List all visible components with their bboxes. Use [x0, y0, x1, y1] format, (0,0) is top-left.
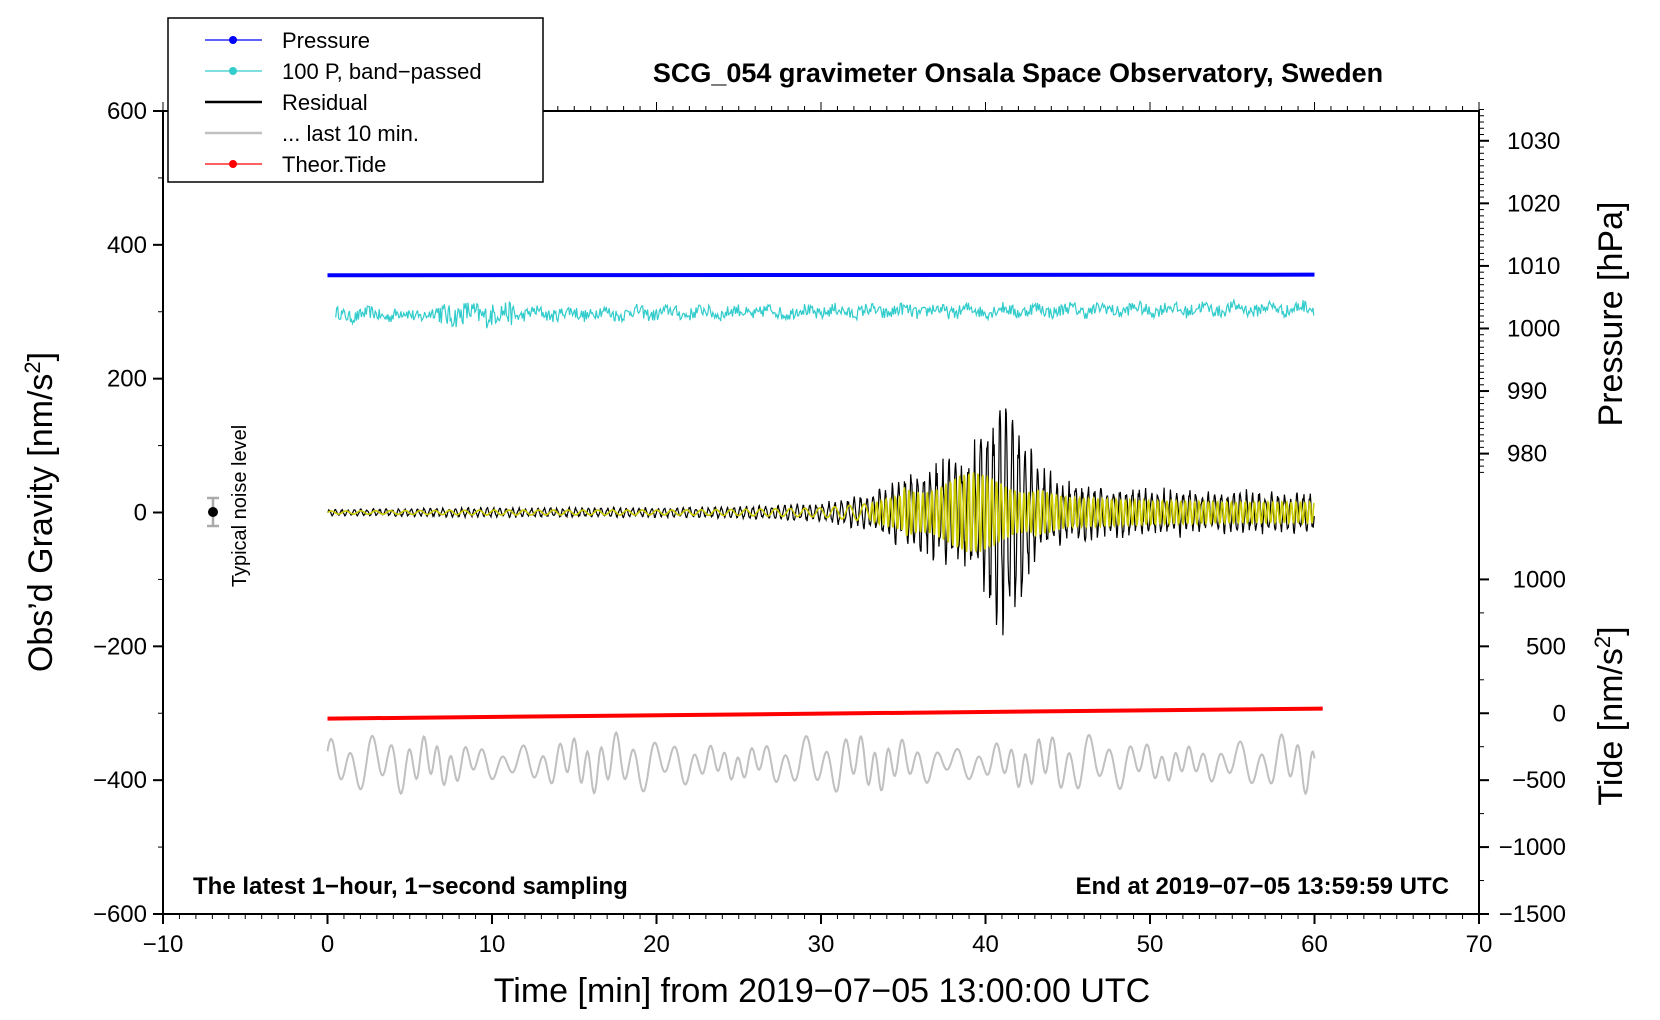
x-tick-label: 10 [479, 931, 506, 958]
pressure-axis-ticks: 980 990 1000 1010 1020 1030 [1479, 108, 1560, 473]
legend: Pressure 100 P, band−passed Residual ... la… [167, 17, 544, 183]
x-tick-label: 40 [972, 931, 999, 958]
tide-tick-label: −500 [1512, 767, 1566, 794]
tide-tick-label: 500 [1526, 633, 1566, 660]
pressure-tick-label: 1010 [1507, 253, 1560, 280]
tide-tick-label: 0 [1553, 700, 1566, 727]
x-tick-label: 0 [321, 931, 334, 958]
tide-axis-title: Tide [nm/s2] [1590, 626, 1630, 805]
y-tick-label: 400 [107, 232, 147, 259]
x-tick-label: −10 [143, 931, 184, 958]
pressure-tick-label: 1020 [1507, 190, 1560, 217]
chart-title: SCG_054 gravimeter Onsala Space Observat… [653, 58, 1383, 88]
legend-marker [229, 67, 237, 75]
legend-box [167, 17, 544, 183]
x-tick-label: 70 [1466, 931, 1493, 958]
legend-marker [229, 160, 237, 168]
pressure-tick-label: 990 [1507, 378, 1547, 405]
legend-label: ... last 10 min. [282, 121, 419, 146]
x-tick-label: 30 [808, 931, 835, 958]
y-axis-title: Obs’d Gravity [nm/s2] [20, 352, 60, 672]
y-axis-ticks: −600 −400 −200 0 200 400 600 [93, 98, 163, 928]
legend-label: Theor.Tide [282, 152, 386, 177]
tide-tick-label: −1500 [1499, 901, 1566, 928]
y-tick-label: 200 [107, 366, 147, 393]
y-tick-label: 0 [134, 500, 147, 527]
pressure-axis-title: Pressure [hPa] [1592, 202, 1630, 427]
pressure-tick-label: 980 [1507, 441, 1547, 468]
pressure-tick-label: 1000 [1507, 315, 1560, 342]
y-tick-label: −400 [93, 767, 147, 794]
last-10-min-series [326, 730, 1316, 796]
sampling-note: The latest 1−hour, 1−second sampling [193, 873, 628, 900]
noise-marker [207, 496, 219, 528]
x-tick-label: 50 [1137, 931, 1164, 958]
end-time-note: End at 2019−07−05 13:59:59 UTC [1075, 873, 1449, 900]
pressure-series [327, 272, 1315, 278]
tide-tick-label: 1000 [1513, 566, 1566, 593]
y-tick-label: −200 [93, 633, 147, 660]
legend-marker [229, 36, 237, 44]
theoretical-tide-series [327, 706, 1323, 721]
x-axis-title: Time [min] from 2019−07−05 13:00:00 UTC [494, 972, 1150, 1010]
x-tick-label: 60 [1301, 931, 1328, 958]
noise-label: Typical noise level [229, 425, 251, 587]
tide-tick-label: −1000 [1499, 834, 1566, 861]
pressure-tick-label: 1030 [1507, 128, 1560, 155]
legend-label: Residual [282, 90, 368, 115]
series-layer [326, 272, 1323, 796]
legend-label: 100 P, band−passed [282, 59, 482, 84]
tide-axis-ticks: −1500 −1000 −500 0 500 1000 [1479, 566, 1566, 928]
y-tick-label: 600 [107, 98, 147, 125]
y-tick-label: −600 [93, 901, 147, 928]
noise-point [208, 507, 218, 517]
band-passed-pressure-series [335, 297, 1315, 329]
legend-label: Pressure [282, 28, 370, 53]
x-tick-label: 20 [643, 931, 670, 958]
band-passed-residual-series [327, 472, 1315, 552]
